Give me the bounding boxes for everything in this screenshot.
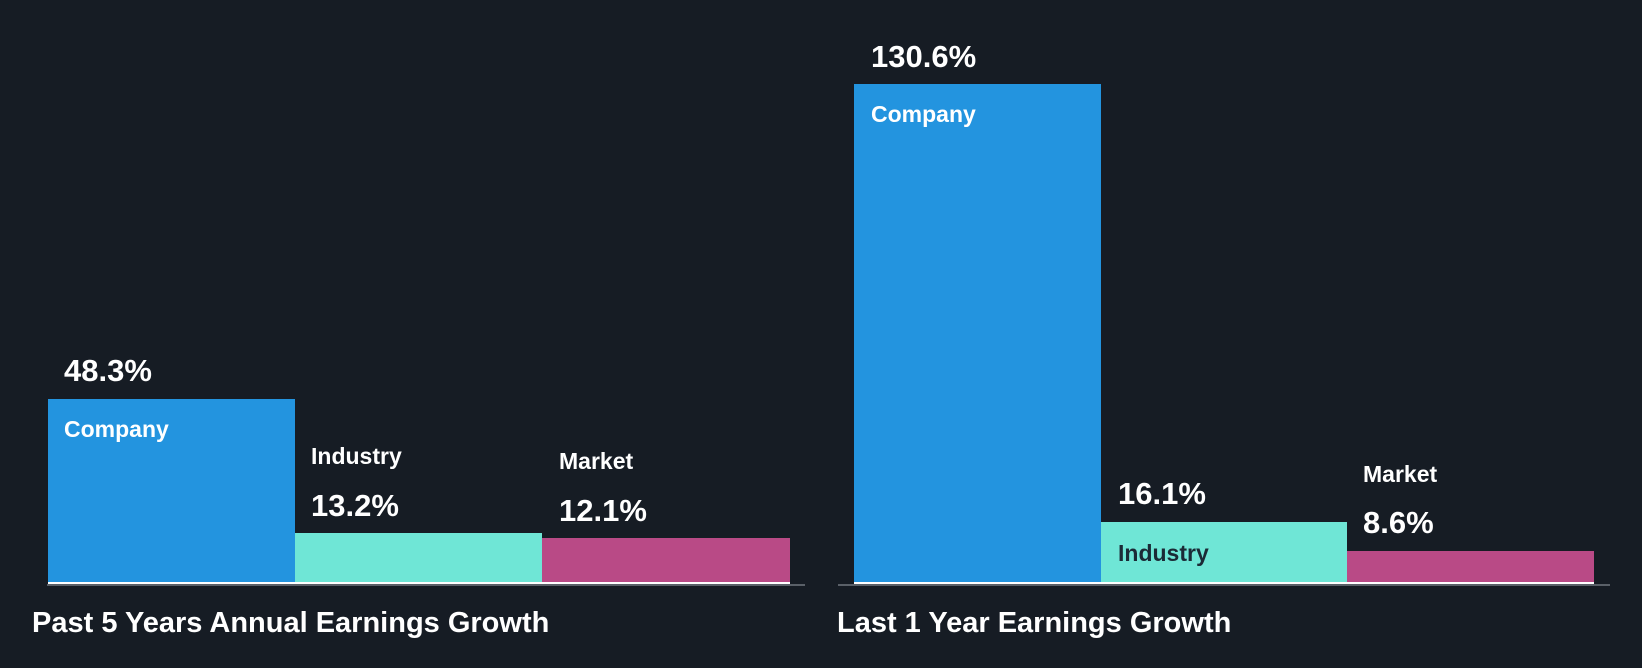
bar-industry	[1101, 522, 1347, 583]
bar-market	[542, 538, 790, 583]
chart-past-5-years: 48.3% Company Industry 13.2% Market 12.1…	[0, 0, 820, 668]
chart-last-1-year: 130.6% Company 16.1% Industry Market 8.6…	[820, 0, 1642, 668]
value-company: 130.6%	[871, 39, 977, 74]
chart-title: Past 5 Years Annual Earnings Growth	[32, 607, 550, 639]
bar-company	[48, 399, 295, 583]
label-company: Company	[871, 101, 976, 127]
chart-title: Last 1 Year Earnings Growth	[837, 607, 1232, 639]
value-company: 48.3%	[64, 353, 152, 388]
label-market: Market	[1363, 461, 1438, 487]
value-market: 8.6%	[1363, 505, 1434, 540]
value-industry: 16.1%	[1118, 476, 1206, 511]
value-market: 12.1%	[559, 493, 647, 528]
x-axis	[47, 584, 805, 586]
label-company: Company	[64, 416, 169, 442]
bar-market	[1347, 551, 1594, 583]
label-industry: Industry	[311, 443, 402, 469]
bar-industry	[295, 533, 542, 583]
x-axis	[838, 584, 1610, 586]
baseline	[854, 582, 1594, 584]
value-industry: 13.2%	[311, 488, 399, 523]
baseline	[48, 582, 790, 584]
label-industry: Industry	[1118, 540, 1209, 566]
label-market: Market	[559, 448, 634, 474]
bar-company	[854, 84, 1101, 583]
